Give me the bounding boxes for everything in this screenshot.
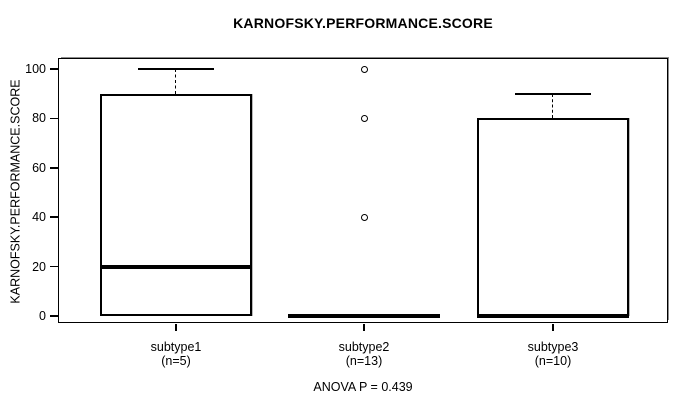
x-axis-group-label: subtype1 (n=5) <box>106 340 246 368</box>
x-axis-group-label: subtype3 (n=10) <box>483 340 623 368</box>
y-axis-tick-label: 40 <box>32 210 46 225</box>
median-line <box>288 314 440 318</box>
anova-p-annotation: ANOVA P = 0.439 <box>313 380 413 394</box>
median-line <box>477 314 629 318</box>
group-name: subtype3 <box>527 340 579 354</box>
y-axis-tick <box>50 315 58 317</box>
outlier-point <box>360 213 368 221</box>
chart-title: KARNOFSKY.PERFORMANCE.SCORE <box>233 15 493 31</box>
upper-whisker-line <box>552 93 554 119</box>
y-axis-tick-label: 60 <box>32 160 46 175</box>
group-n-count: (n=5) <box>161 354 191 368</box>
x-axis-group-label: subtype2 (n=13) <box>294 340 434 368</box>
group-name: subtype2 <box>338 340 390 354</box>
upper-whisker-line <box>175 69 177 94</box>
group-n-count: (n=13) <box>345 354 383 368</box>
x-axis-tick <box>552 324 554 331</box>
y-axis-tick-label: 100 <box>25 62 46 76</box>
group-n-count: (n=10) <box>534 354 572 368</box>
y-axis-tick-label: 80 <box>32 111 46 126</box>
box-iqr <box>100 93 252 316</box>
y-axis-tick <box>50 117 58 120</box>
box-iqr <box>477 118 629 316</box>
group-name: subtype1 <box>150 340 202 354</box>
y-axis-tick-label: 20 <box>32 259 46 274</box>
upper-whisker-cap <box>515 92 591 95</box>
x-axis-tick <box>363 324 365 331</box>
x-axis-tick <box>175 324 177 331</box>
outlier-point <box>360 65 368 73</box>
y-axis-tick-label: 0 <box>39 309 46 323</box>
y-axis-tick <box>50 265 58 268</box>
upper-whisker-cap <box>138 68 214 70</box>
y-axis-label: KARNOFSKY.PERFORMANCE.SCORE <box>8 79 23 304</box>
median-line <box>100 264 252 269</box>
y-axis-tick <box>50 167 58 169</box>
y-axis-tick <box>50 216 58 218</box>
outlier-point <box>360 114 368 122</box>
y-axis-tick <box>50 68 58 70</box>
